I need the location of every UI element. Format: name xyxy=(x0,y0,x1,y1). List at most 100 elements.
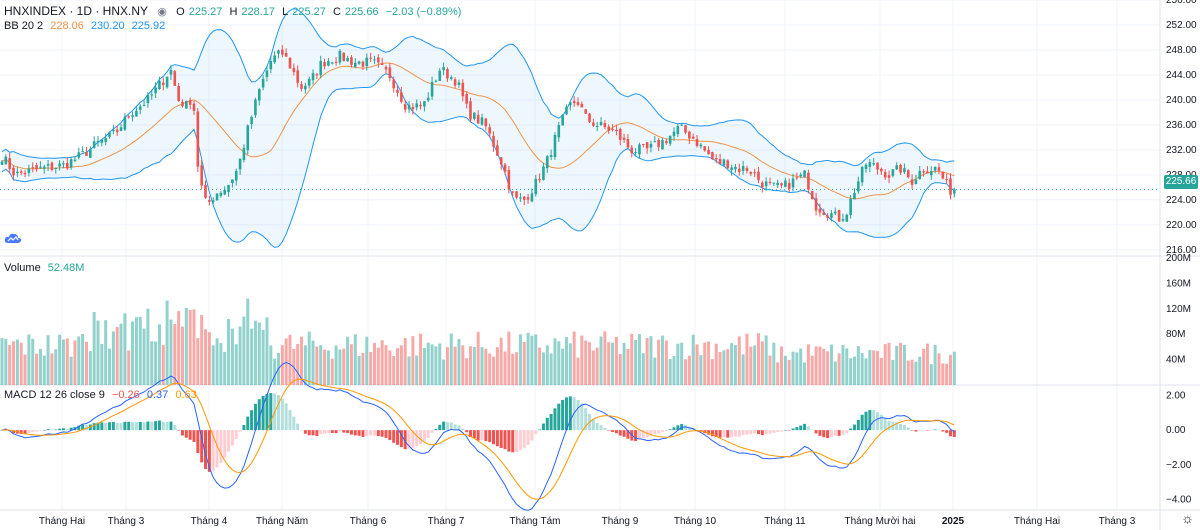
bb-upper-value: 230.20 xyxy=(90,20,125,32)
eye-icon[interactable]: ◉ xyxy=(157,6,167,18)
bb-legend[interactable]: BB 20 2 228.06 230.20 225.92 xyxy=(4,20,169,32)
cloud-logo-icon[interactable] xyxy=(4,231,22,245)
volume-bar xyxy=(526,332,530,385)
bb-fill-area xyxy=(2,8,955,248)
volume-bar xyxy=(772,342,776,385)
macd-histogram-bar xyxy=(23,430,27,435)
macd-histogram-bar xyxy=(879,414,883,431)
macd-histogram-bar xyxy=(257,399,261,431)
macd-legend[interactable]: MACD 12 26 close 9 −0.26 0.37 0.63 xyxy=(4,389,201,401)
volume-bar xyxy=(676,343,680,385)
candle xyxy=(695,138,699,146)
candle xyxy=(200,165,203,186)
candle xyxy=(542,166,545,180)
macd-histogram[interactable] xyxy=(0,393,956,472)
macd-histogram-bar xyxy=(380,430,384,437)
volume-bar xyxy=(261,329,265,385)
macd-histogram-bar xyxy=(242,424,246,431)
macd-histogram-bar xyxy=(142,422,146,431)
macd-histogram-bar xyxy=(568,396,572,431)
volume-bar xyxy=(323,349,327,385)
candle xyxy=(895,165,899,170)
macd-histogram-bar xyxy=(342,430,346,433)
macd-histogram-bar xyxy=(764,430,768,435)
macd-histogram-bar xyxy=(753,430,757,434)
volume-bar xyxy=(714,343,718,385)
volume-bar xyxy=(576,357,580,385)
price-axis-label: 236.00 xyxy=(1166,120,1197,131)
candles[interactable] xyxy=(0,45,956,222)
volume-bar xyxy=(741,354,745,385)
candle xyxy=(688,131,691,139)
macd-histogram-bar xyxy=(756,430,760,435)
candle xyxy=(588,113,591,122)
candle xyxy=(557,125,561,138)
candle xyxy=(626,139,630,148)
macd-histogram-bar xyxy=(196,430,200,454)
macd-histogram-bar xyxy=(115,422,119,431)
macd-histogram-bar xyxy=(430,430,434,433)
candle xyxy=(645,142,649,149)
volume-bar xyxy=(357,355,361,385)
volume-bar xyxy=(403,338,407,385)
volume-bar xyxy=(180,326,184,385)
candle xyxy=(595,125,599,127)
volume-bar xyxy=(883,344,887,385)
candle xyxy=(941,171,945,179)
candle xyxy=(127,116,131,118)
candle xyxy=(657,139,660,148)
candle xyxy=(446,69,449,79)
candle xyxy=(400,92,403,102)
volume-bars[interactable] xyxy=(0,298,956,385)
volume-legend[interactable]: Volume 52.48M xyxy=(4,262,88,274)
candle xyxy=(365,57,369,67)
macd-histogram-bar xyxy=(330,430,334,433)
candle xyxy=(576,102,580,105)
candle xyxy=(185,100,188,109)
volume-bar xyxy=(111,331,115,385)
candle xyxy=(31,167,35,169)
volume-bar xyxy=(707,341,711,385)
volume-bar xyxy=(303,345,307,385)
candle xyxy=(46,164,50,166)
macd-histogram-bar xyxy=(326,430,330,433)
macd-histogram-bar xyxy=(768,430,772,434)
macd-histogram-bar xyxy=(749,430,753,435)
volume-bar xyxy=(780,346,784,385)
volume-bar xyxy=(933,345,937,385)
candle xyxy=(914,179,918,185)
candle xyxy=(903,168,906,173)
volume-bar xyxy=(948,354,952,385)
candle xyxy=(288,57,292,69)
candle xyxy=(538,179,541,181)
volume-bar xyxy=(457,338,461,385)
volume-bar xyxy=(376,347,380,385)
volume-bar xyxy=(192,309,196,385)
volume-bar xyxy=(12,341,16,385)
volume-bar xyxy=(346,336,350,385)
volume-label: Volume xyxy=(4,262,41,274)
candle xyxy=(787,182,791,189)
gear-icon[interactable]: ☼ xyxy=(1181,510,1194,526)
candle xyxy=(457,82,461,85)
candle xyxy=(100,139,104,143)
candle xyxy=(292,68,296,73)
symbol-title[interactable]: HNXINDEX · 1D · HNX.NY xyxy=(4,4,149,18)
volume-bar xyxy=(726,349,730,385)
macd-histogram-bar xyxy=(311,430,315,436)
volume-axis-label: 200M xyxy=(1166,253,1191,264)
macd-histogram-bar xyxy=(557,403,561,431)
candle xyxy=(27,168,31,173)
candle xyxy=(572,101,576,104)
candle xyxy=(473,112,476,119)
volume-bar xyxy=(65,338,69,385)
macd-histogram-bar xyxy=(737,430,741,437)
volume-bar xyxy=(411,336,415,385)
volume-bar xyxy=(518,334,522,385)
volume-bar xyxy=(503,351,507,385)
candle xyxy=(714,158,718,160)
macd-histogram-bar xyxy=(403,430,407,450)
candle xyxy=(323,62,326,67)
macd-lines[interactable] xyxy=(1,361,955,511)
